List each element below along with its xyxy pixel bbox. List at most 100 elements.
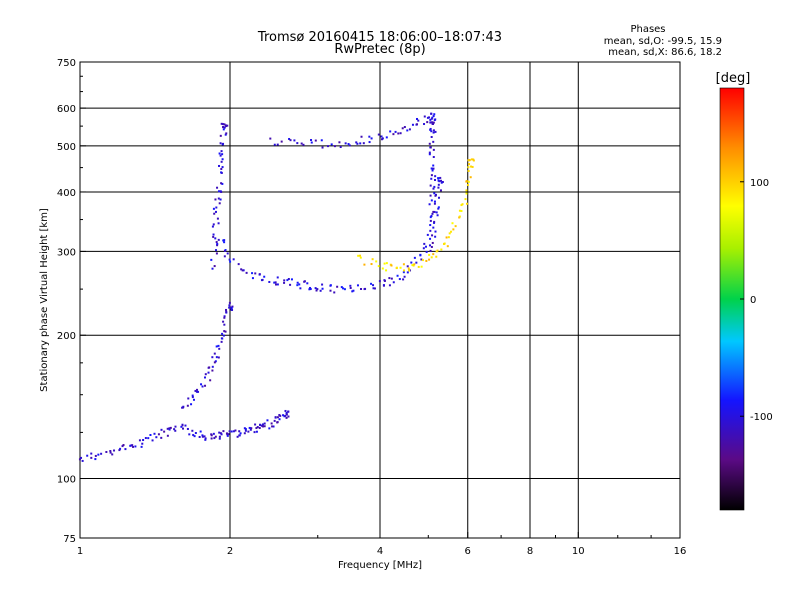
data-point <box>402 269 405 272</box>
data-point <box>181 424 184 427</box>
data-point <box>258 427 261 430</box>
data-point <box>210 258 213 261</box>
data-point <box>155 436 158 439</box>
data-point <box>222 320 225 323</box>
data-point <box>410 261 413 264</box>
data-point <box>385 269 388 272</box>
data-point <box>435 255 438 258</box>
grid-layer <box>80 62 680 538</box>
data-point <box>213 265 216 268</box>
data-point <box>431 121 434 124</box>
data-point <box>340 286 343 289</box>
data-point <box>296 281 299 284</box>
y-tick-label: 300 <box>57 247 76 258</box>
data-point <box>216 242 219 245</box>
data-point <box>274 281 277 284</box>
data-point <box>122 444 125 447</box>
data-point <box>222 128 225 131</box>
data-point <box>437 179 440 182</box>
data-point <box>217 190 220 193</box>
data-point <box>223 330 226 333</box>
data-point <box>223 315 226 318</box>
data-point <box>431 241 434 244</box>
data-point <box>193 435 196 438</box>
data-point <box>388 284 391 287</box>
data-point <box>204 384 207 387</box>
data-point <box>426 116 429 119</box>
data-point <box>228 301 231 304</box>
data-point <box>432 129 435 132</box>
data-point <box>308 288 311 291</box>
data-point <box>342 287 345 290</box>
data-point <box>377 265 380 268</box>
data-point <box>429 146 432 149</box>
data-point <box>385 262 388 265</box>
data-point <box>230 307 233 310</box>
data-point <box>433 113 436 116</box>
data-point <box>430 177 433 180</box>
data-point <box>221 153 224 156</box>
data-point <box>201 385 204 388</box>
data-point <box>221 166 224 169</box>
stats-line-o: mean, sd,O: -99.5, 15.9 <box>604 36 722 47</box>
data-point <box>228 430 231 433</box>
data-point <box>467 169 470 172</box>
data-point <box>429 219 432 222</box>
data-point <box>228 304 231 307</box>
data-point <box>364 287 367 290</box>
data-point <box>210 434 213 437</box>
data-point <box>439 189 442 192</box>
data-point <box>221 332 224 335</box>
data-point <box>220 171 223 174</box>
data-point <box>368 135 371 138</box>
data-point <box>269 137 272 140</box>
data-point <box>302 143 305 146</box>
data-point <box>460 204 463 207</box>
data-point <box>174 429 177 432</box>
data-point <box>214 435 217 438</box>
data-point <box>204 376 207 379</box>
data-point <box>225 125 228 128</box>
data-point <box>160 428 163 431</box>
data-point <box>465 180 468 183</box>
data-point <box>173 428 176 431</box>
data-point <box>433 210 436 213</box>
data-point <box>261 423 264 426</box>
data-point <box>182 405 185 408</box>
data-point <box>321 283 324 286</box>
data-point <box>440 179 443 182</box>
data-point <box>121 445 124 448</box>
data-point <box>467 159 470 162</box>
data-point <box>214 198 217 201</box>
data-point <box>442 242 445 245</box>
data-point <box>218 347 221 350</box>
data-point <box>285 413 288 416</box>
data-point <box>279 414 282 417</box>
data-point <box>373 287 376 290</box>
data-point <box>315 289 318 292</box>
data-point <box>468 159 471 162</box>
data-point <box>237 263 240 266</box>
data-point <box>287 277 290 280</box>
data-point <box>411 123 414 126</box>
data-point <box>276 143 279 146</box>
data-point <box>253 431 256 434</box>
data-point <box>437 196 440 199</box>
data-point <box>372 284 375 287</box>
data-point <box>276 276 279 279</box>
data-point <box>389 130 392 133</box>
data-point <box>222 126 225 129</box>
data-point <box>287 410 290 413</box>
colorbar-ticks: 100 0 -100 <box>740 178 773 423</box>
data-point <box>423 123 426 126</box>
data-point <box>86 454 89 457</box>
data-point <box>357 254 360 257</box>
data-point <box>348 144 351 147</box>
data-point <box>434 193 437 196</box>
data-point <box>207 371 210 374</box>
data-point <box>213 212 216 215</box>
data-point <box>118 449 121 452</box>
data-point <box>326 145 329 148</box>
data-point <box>245 271 248 274</box>
data-point <box>371 258 374 261</box>
